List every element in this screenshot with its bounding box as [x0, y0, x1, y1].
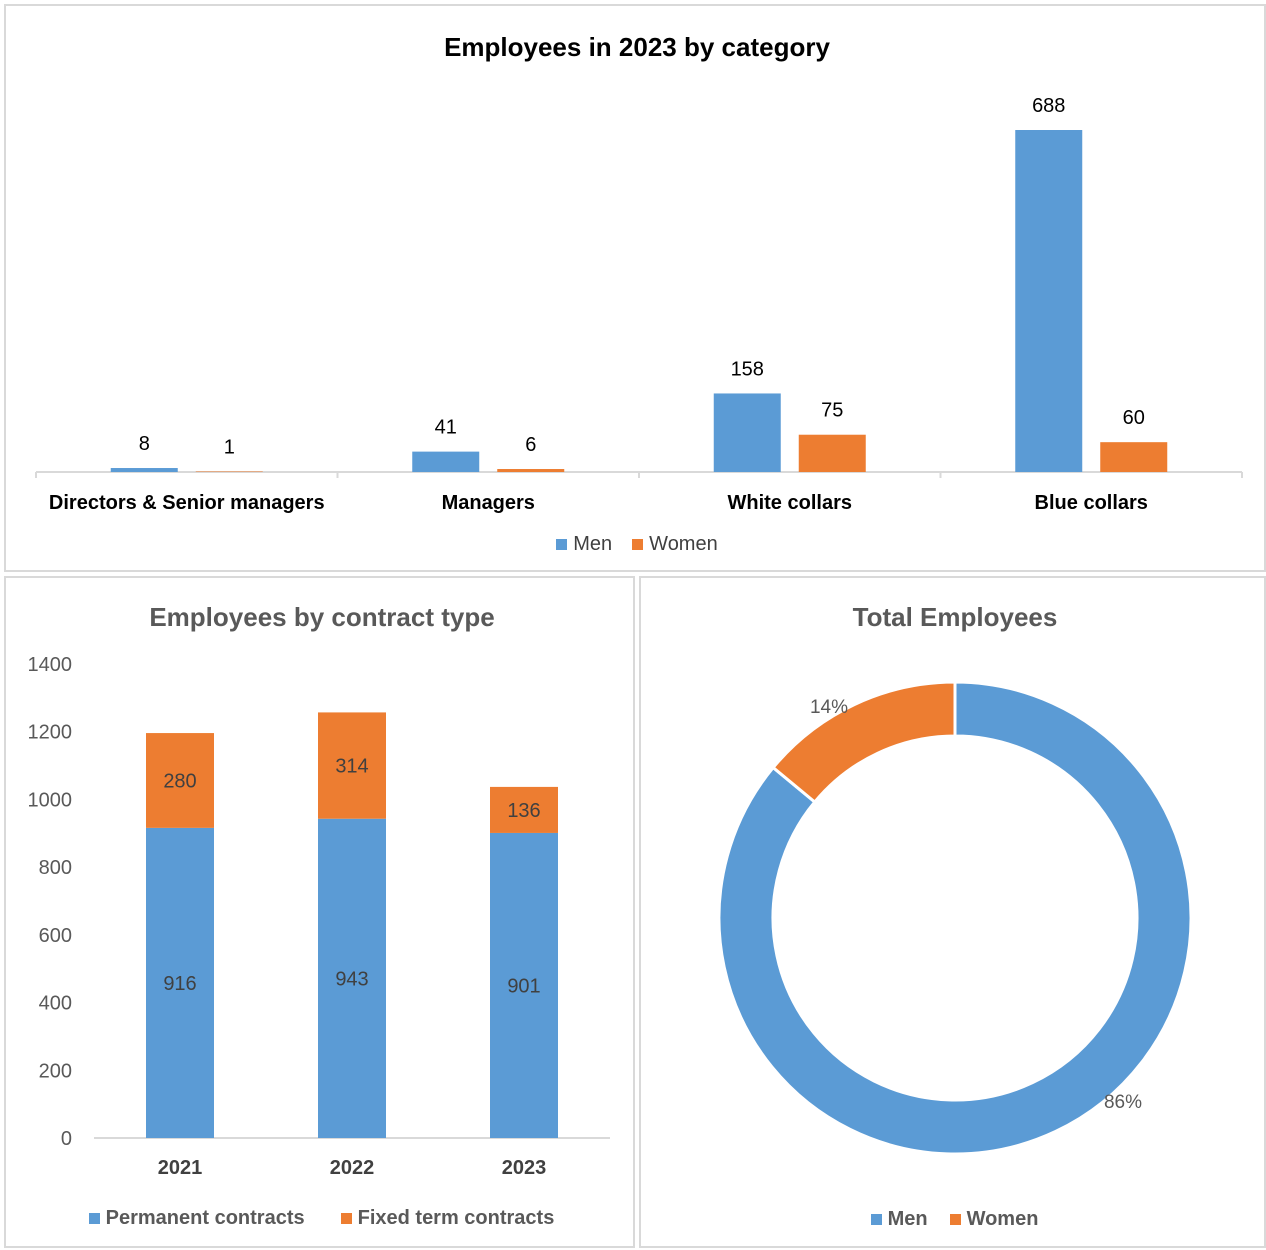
donut-slice-women: [771, 680, 957, 805]
category-label: White collars: [728, 492, 852, 514]
data-label: 75: [821, 400, 843, 422]
y-tick-label: 0: [61, 1128, 72, 1150]
category-label: Managers: [442, 492, 535, 514]
data-label: 60: [1123, 407, 1145, 429]
category-chart-panel: Employees in 2023 by category Directors &…: [4, 4, 1266, 572]
bar-women: [1100, 442, 1168, 472]
contract-stacked-bar-chart: Employees by contract type 0 200 400 600 800 1…: [28, 602, 610, 1179]
donut-slice-men: [717, 680, 1193, 1156]
bar-segment-permanent: [146, 827, 214, 1138]
total-legend: Men Women: [641, 1205, 1266, 1233]
data-label: 943: [335, 968, 368, 990]
bar-women: [497, 469, 565, 472]
bar-men: [412, 451, 480, 472]
legend-swatch-fixed-term: [340, 1212, 352, 1224]
data-label: 158: [731, 358, 764, 380]
total-donut-chart: Total Employees 86% 14%: [717, 602, 1193, 1156]
x-tick-label: 2021: [158, 1157, 203, 1179]
data-label: 314: [335, 756, 368, 778]
bar-men: [1015, 130, 1083, 472]
legend-swatch-permanent: [88, 1212, 100, 1224]
legend-item-total-women: Women: [949, 1207, 1039, 1231]
bar-women: [798, 434, 866, 472]
legend-swatch-men: [556, 538, 568, 550]
data-label: 688: [1032, 95, 1065, 117]
data-label: 901: [507, 975, 540, 997]
data-label: 916: [163, 973, 196, 995]
chart-title: Employees by contract type: [149, 602, 494, 632]
category-bar-chart: Employees in 2023 by category Directors &…: [35, 32, 1243, 514]
data-label: 136: [507, 800, 540, 822]
data-label: 6: [525, 434, 536, 456]
legend-swatch-total-men: [870, 1213, 882, 1225]
y-tick-label: 1400: [28, 654, 73, 676]
y-tick-label: 200: [39, 1060, 72, 1082]
category-label: Directors & Senior managers: [49, 492, 325, 514]
data-label: 41: [435, 417, 457, 439]
slice-label-men: 86%: [1104, 1092, 1142, 1113]
bar-men: [110, 468, 178, 472]
contract-chart-panel: Employees by contract type 0 200 400 600 800 1…: [4, 576, 635, 1248]
y-tick-label: 400: [39, 993, 72, 1015]
chart-title: Total Employees: [853, 602, 1058, 632]
contract-legend: Permanent contracts Fixed term contracts: [6, 1204, 637, 1232]
x-tick-label: 2022: [330, 1157, 375, 1179]
bar-segment-fixed-term: [490, 786, 558, 833]
legend-item-total-men: Men: [870, 1207, 928, 1231]
y-tick-label: 800: [39, 857, 72, 879]
y-tick-label: 1000: [28, 789, 73, 811]
legend-label-men: Men: [573, 532, 613, 555]
legend-item-fixed-term: Fixed term contracts: [340, 1206, 555, 1230]
legend-swatch-women: [632, 538, 644, 550]
x-tick-label: 2023: [502, 1157, 547, 1179]
data-label: 8: [139, 433, 150, 455]
bar-segment-fixed-term: [146, 733, 214, 828]
category-legend: Men Women: [6, 530, 1266, 558]
slice-label-women: 14%: [810, 697, 848, 718]
legend-label-total-men: Men: [887, 1207, 928, 1230]
bar-men: [713, 393, 781, 472]
data-label: 280: [163, 770, 196, 792]
y-tick-label: 600: [39, 925, 72, 947]
legend-label-total-women: Women: [966, 1207, 1039, 1230]
chart-title: Employees in 2023 by category: [444, 32, 830, 62]
y-tick-label: 1200: [28, 722, 73, 744]
total-chart-panel: Total Employees 86% 14% Men Women: [639, 576, 1266, 1248]
legend-swatch-total-women: [949, 1213, 961, 1225]
bar-women: [195, 471, 263, 473]
category-label: Blue collars: [1035, 492, 1148, 514]
legend-item-women: Women: [632, 533, 718, 556]
bar-segment-permanent: [318, 818, 386, 1138]
legend-item-men: Men: [556, 533, 612, 556]
data-label: 1: [224, 437, 235, 459]
legend-item-permanent: Permanent contracts: [88, 1206, 305, 1230]
bar-segment-permanent: [490, 832, 558, 1138]
bar-segment-fixed-term: [318, 712, 386, 819]
legend-label-permanent: Permanent contracts: [105, 1206, 305, 1229]
legend-label-women: Women: [649, 532, 718, 555]
legend-label-fixed-term: Fixed term contracts: [357, 1206, 555, 1229]
